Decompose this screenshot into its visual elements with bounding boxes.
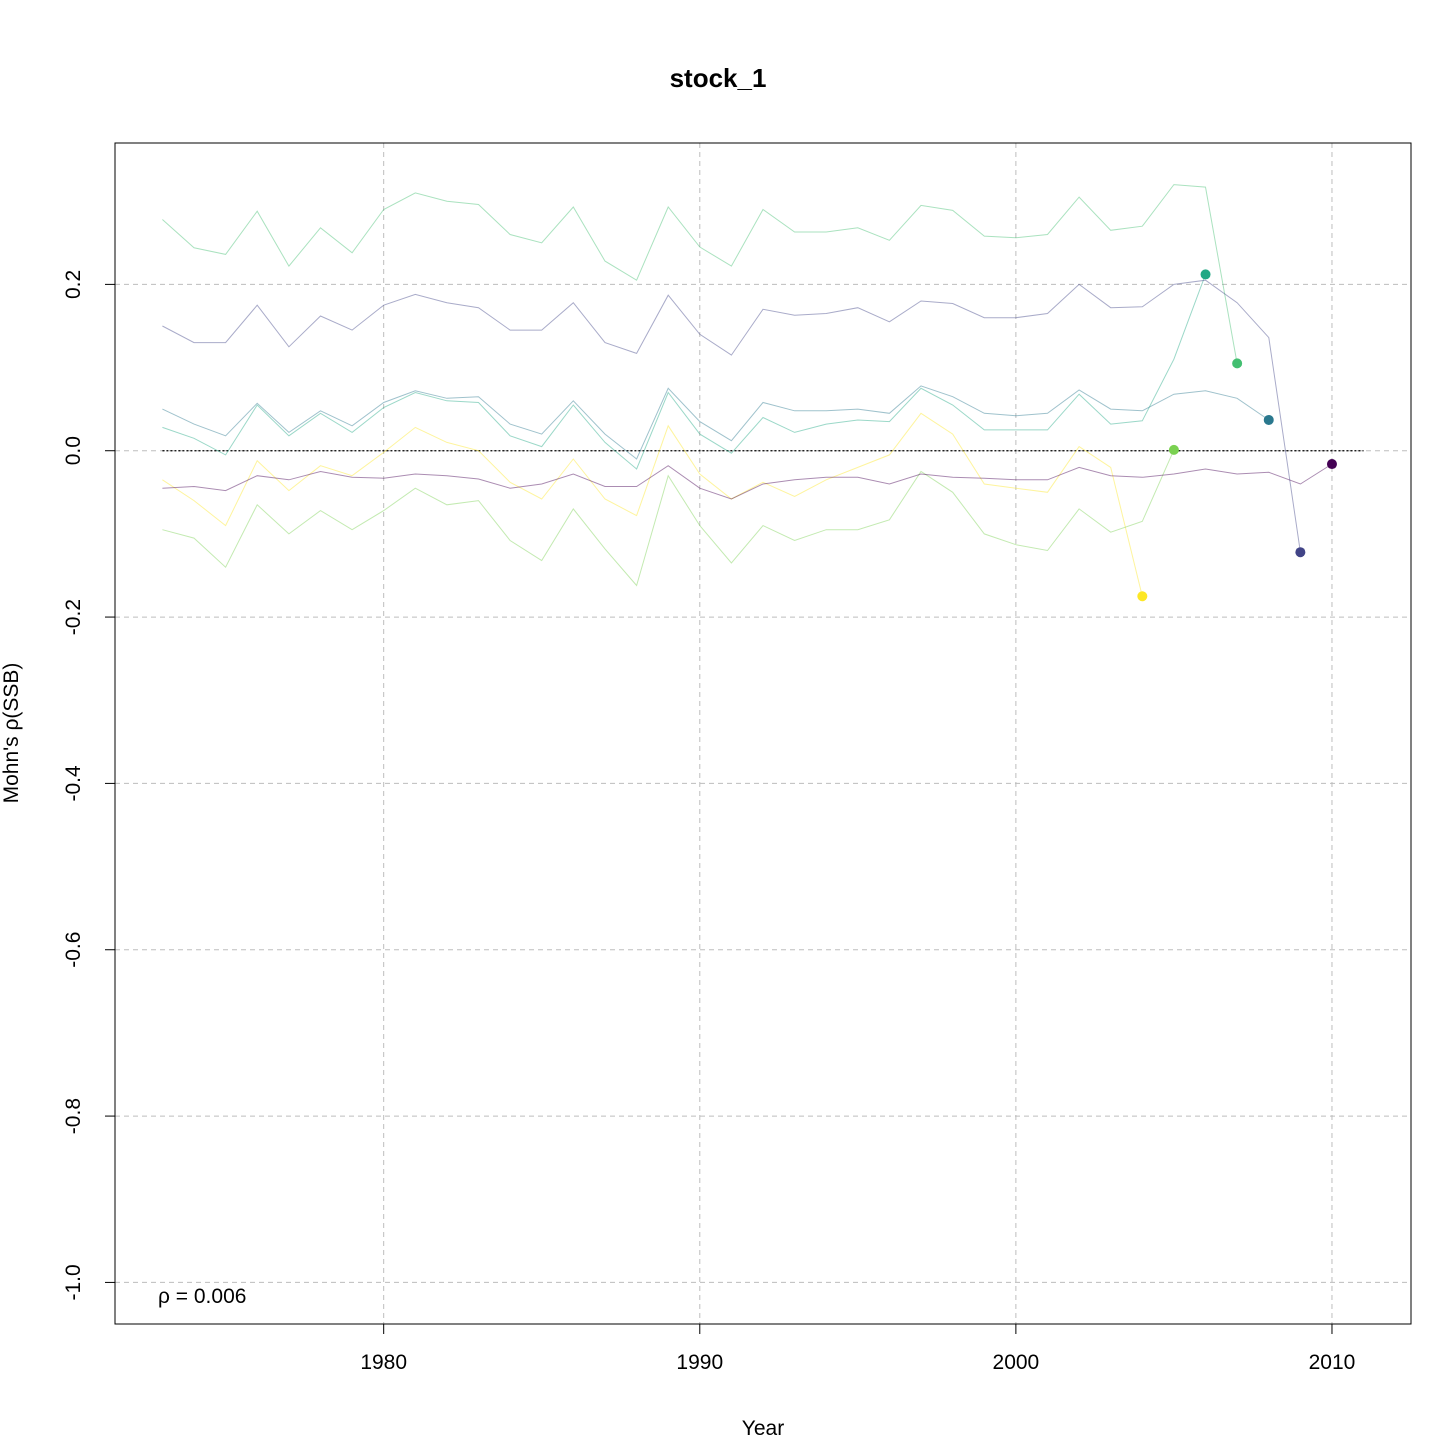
series-line-6 bbox=[162, 279, 1301, 553]
x-tick-label: 2000 bbox=[993, 1351, 1040, 1374]
y-tick-label: -0.8 bbox=[62, 1098, 85, 1134]
series-line-5 bbox=[162, 385, 1270, 460]
y-axis: 0.2 0.0 -0.2 -0.4 -0.6 -0.8 -1.0 bbox=[62, 270, 116, 1300]
y-tick-label: -1.0 bbox=[62, 1264, 85, 1300]
series-line-4 bbox=[162, 184, 1238, 364]
series-end-point-4 bbox=[1232, 358, 1243, 369]
y-tick-label: -0.4 bbox=[62, 765, 85, 802]
x-axis-label: Year bbox=[742, 1417, 784, 1440]
x-tick-label: 1980 bbox=[360, 1351, 407, 1374]
series-end-point-3 bbox=[1200, 269, 1211, 280]
y-axis-label: Mohn's ρ(SSB) bbox=[0, 663, 23, 804]
series-line-7 bbox=[162, 463, 1333, 500]
y-tick-label: 0.2 bbox=[62, 270, 85, 299]
series-end-point-6 bbox=[1295, 547, 1306, 558]
series-end-point-2 bbox=[1168, 444, 1179, 455]
x-axis: 1980 1990 2000 2010 bbox=[360, 1323, 1356, 1374]
x-tick-label: 2010 bbox=[1309, 1351, 1356, 1374]
end-points-group bbox=[1137, 269, 1337, 602]
chart-title: stock_1 bbox=[670, 63, 767, 93]
rho-annotation: ρ = 0.006 bbox=[158, 1285, 246, 1308]
series-line-2 bbox=[162, 449, 1175, 587]
x-tick-label: 1990 bbox=[676, 1351, 723, 1374]
y-tick-label: -0.6 bbox=[62, 932, 85, 968]
series-line-3 bbox=[162, 274, 1206, 470]
series-end-point-1 bbox=[1137, 591, 1148, 602]
series-end-point-5 bbox=[1263, 414, 1274, 425]
series-end-point-7 bbox=[1326, 459, 1337, 470]
plot-frame bbox=[114, 142, 1412, 1325]
series-group bbox=[162, 184, 1333, 597]
series-line-1 bbox=[162, 412, 1143, 597]
y-tick-label: 0.0 bbox=[62, 436, 85, 465]
y-tick-label: -0.2 bbox=[62, 599, 85, 635]
grid-lines bbox=[115, 143, 1411, 1324]
